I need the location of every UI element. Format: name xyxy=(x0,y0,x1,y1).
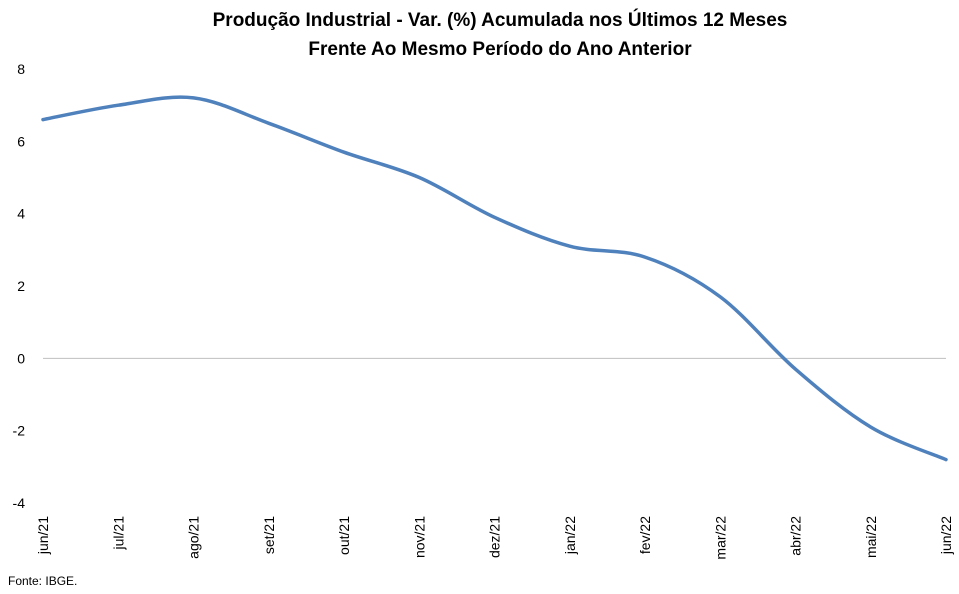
data-point xyxy=(718,295,722,299)
series-line xyxy=(41,95,948,462)
y-tick-label: -4 xyxy=(13,495,26,511)
x-tick-label: abr/22 xyxy=(788,516,804,556)
x-tick-label: nov/21 xyxy=(411,516,427,558)
data-point xyxy=(267,121,271,125)
data-point xyxy=(342,150,346,154)
data-point xyxy=(944,458,948,462)
y-axis-tick-labels: -4 -2 0 2 4 6 8 xyxy=(13,61,26,511)
data-point xyxy=(869,425,873,429)
x-tick-label: fev/22 xyxy=(637,516,653,554)
x-tick-label: mai/22 xyxy=(863,516,879,558)
x-tick-label: set/21 xyxy=(261,516,277,554)
x-tick-label: out/21 xyxy=(336,516,352,555)
data-point xyxy=(41,118,45,122)
source-note: Fonte: IBGE. xyxy=(8,574,78,588)
x-tick-label: jul/21 xyxy=(110,516,126,551)
data-point xyxy=(794,367,798,371)
x-tick-label: jun/21 xyxy=(35,516,51,555)
y-tick-label: 0 xyxy=(17,350,25,366)
y-tick-label: -2 xyxy=(13,423,26,439)
chart-subtitle: Frente Ao Mesmo Período do Ano Anterior xyxy=(308,39,692,60)
chart-title: Produção Industrial - Var. (%) Acumulada… xyxy=(213,9,788,31)
x-tick-label: jan/22 xyxy=(562,516,578,555)
x-tick-label: jun/22 xyxy=(938,516,954,555)
y-tick-label: 8 xyxy=(17,61,25,77)
data-point xyxy=(417,176,421,180)
data-point xyxy=(568,244,572,248)
y-tick-label: 4 xyxy=(17,206,25,222)
x-tick-label: dez/21 xyxy=(487,516,503,558)
data-point xyxy=(643,255,647,259)
x-axis-tick-labels: jun/21 jul/21 ago/21 set/21 out/21 nov/21 dez/… xyxy=(35,516,954,560)
data-point xyxy=(116,103,120,107)
x-tick-label: ago/21 xyxy=(186,516,202,559)
y-tick-label: 2 xyxy=(17,278,25,294)
x-tick-label: mar/22 xyxy=(712,516,728,560)
y-tick-label: 6 xyxy=(17,133,25,149)
data-point xyxy=(493,215,497,219)
data-point xyxy=(192,96,196,100)
